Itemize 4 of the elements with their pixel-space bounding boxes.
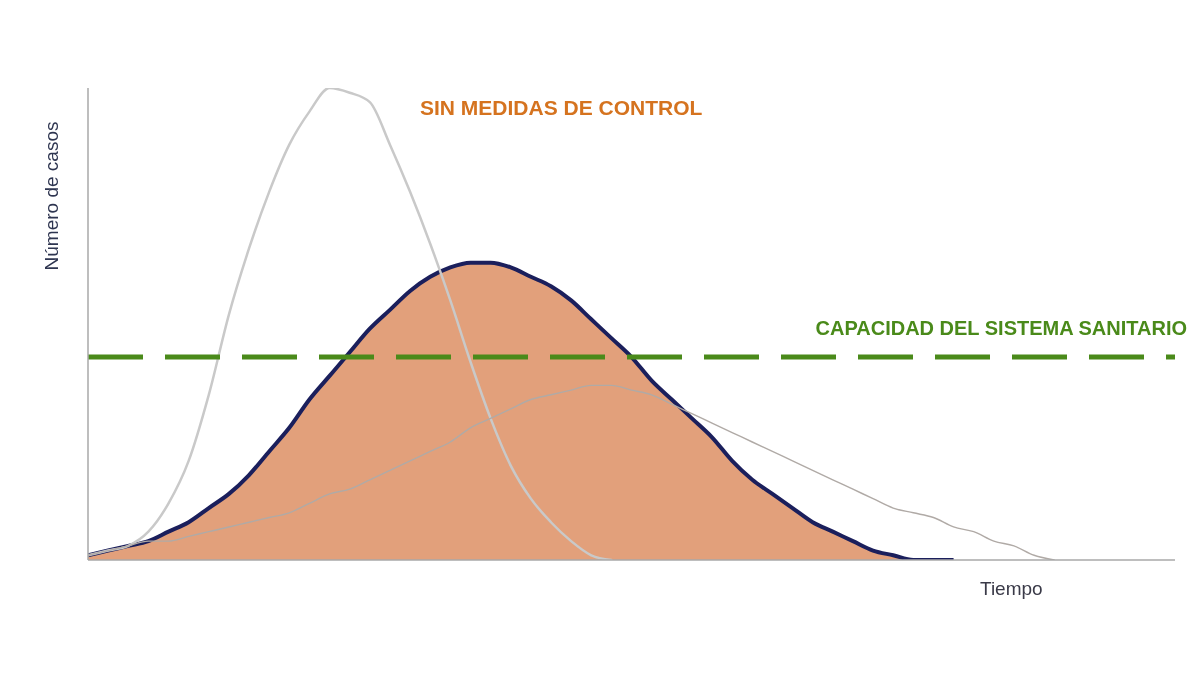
x-axis-title: Tiempo — [980, 578, 1043, 600]
ref-line-label: CAPACIDAD DEL SISTEMA SANITARIO — [815, 317, 1187, 340]
annotation: SIN MEDIDAS DE CONTROL — [420, 96, 703, 120]
y-axis-title: Número de casos — [41, 121, 63, 271]
